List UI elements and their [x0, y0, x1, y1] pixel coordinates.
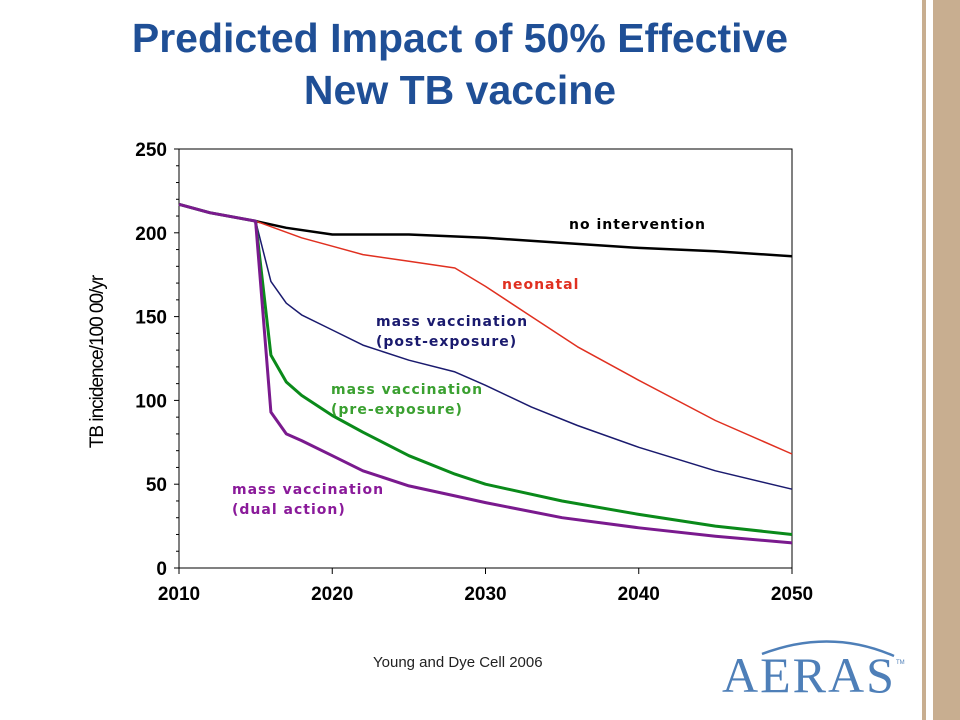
logo-swoosh — [761, 640, 895, 658]
decorative-band — [933, 0, 960, 720]
series-label-2: mass vaccination — [376, 314, 528, 330]
series-line-2 — [178, 203, 793, 490]
logo-text: AERAS — [722, 647, 896, 698]
x-tick-label: 2040 — [618, 584, 660, 605]
logo-trademark: TM — [896, 660, 905, 666]
series-line-3 — [178, 202, 793, 536]
series-label-3: mass vaccination — [331, 382, 483, 398]
y-tick-label: 0 — [156, 559, 167, 580]
y-axis-label: TB incidence/100 00/yr — [87, 274, 108, 448]
y-tick-label: 200 — [135, 224, 167, 245]
x-tick-label: 2030 — [464, 584, 506, 605]
series-label-1: neonatal — [502, 277, 579, 293]
x-tick-label: 2020 — [311, 584, 353, 605]
y-tick-label: 250 — [135, 140, 167, 161]
slide-title-line-1: Predicted Impact of 50% Effective — [131, 15, 789, 61]
series-label-2: (post-exposure) — [376, 334, 517, 350]
slide-title-line-2: New TB vaccine — [303, 67, 617, 113]
series-line-1 — [178, 203, 793, 455]
series-label-3: (pre-exposure) — [331, 402, 463, 418]
x-tick-label: 2010 — [158, 584, 200, 605]
slide-title: Predicted Impact of 50% Effective New TB… — [0, 12, 920, 116]
citation: Young and Dye Cell 2006 — [373, 654, 543, 671]
decorative-rule — [922, 0, 926, 720]
y-tick-label: 150 — [135, 308, 167, 329]
series-line-4 — [178, 202, 793, 545]
series-label-0: no intervention — [569, 217, 706, 233]
aeras-logo: AERAS TM — [722, 640, 905, 698]
series-label-4: mass vaccination — [232, 482, 384, 498]
series-label-4: (dual action) — [232, 502, 346, 518]
y-tick-label: 50 — [146, 475, 167, 496]
x-tick-label: 2050 — [771, 584, 813, 605]
y-tick-label: 100 — [135, 391, 167, 412]
